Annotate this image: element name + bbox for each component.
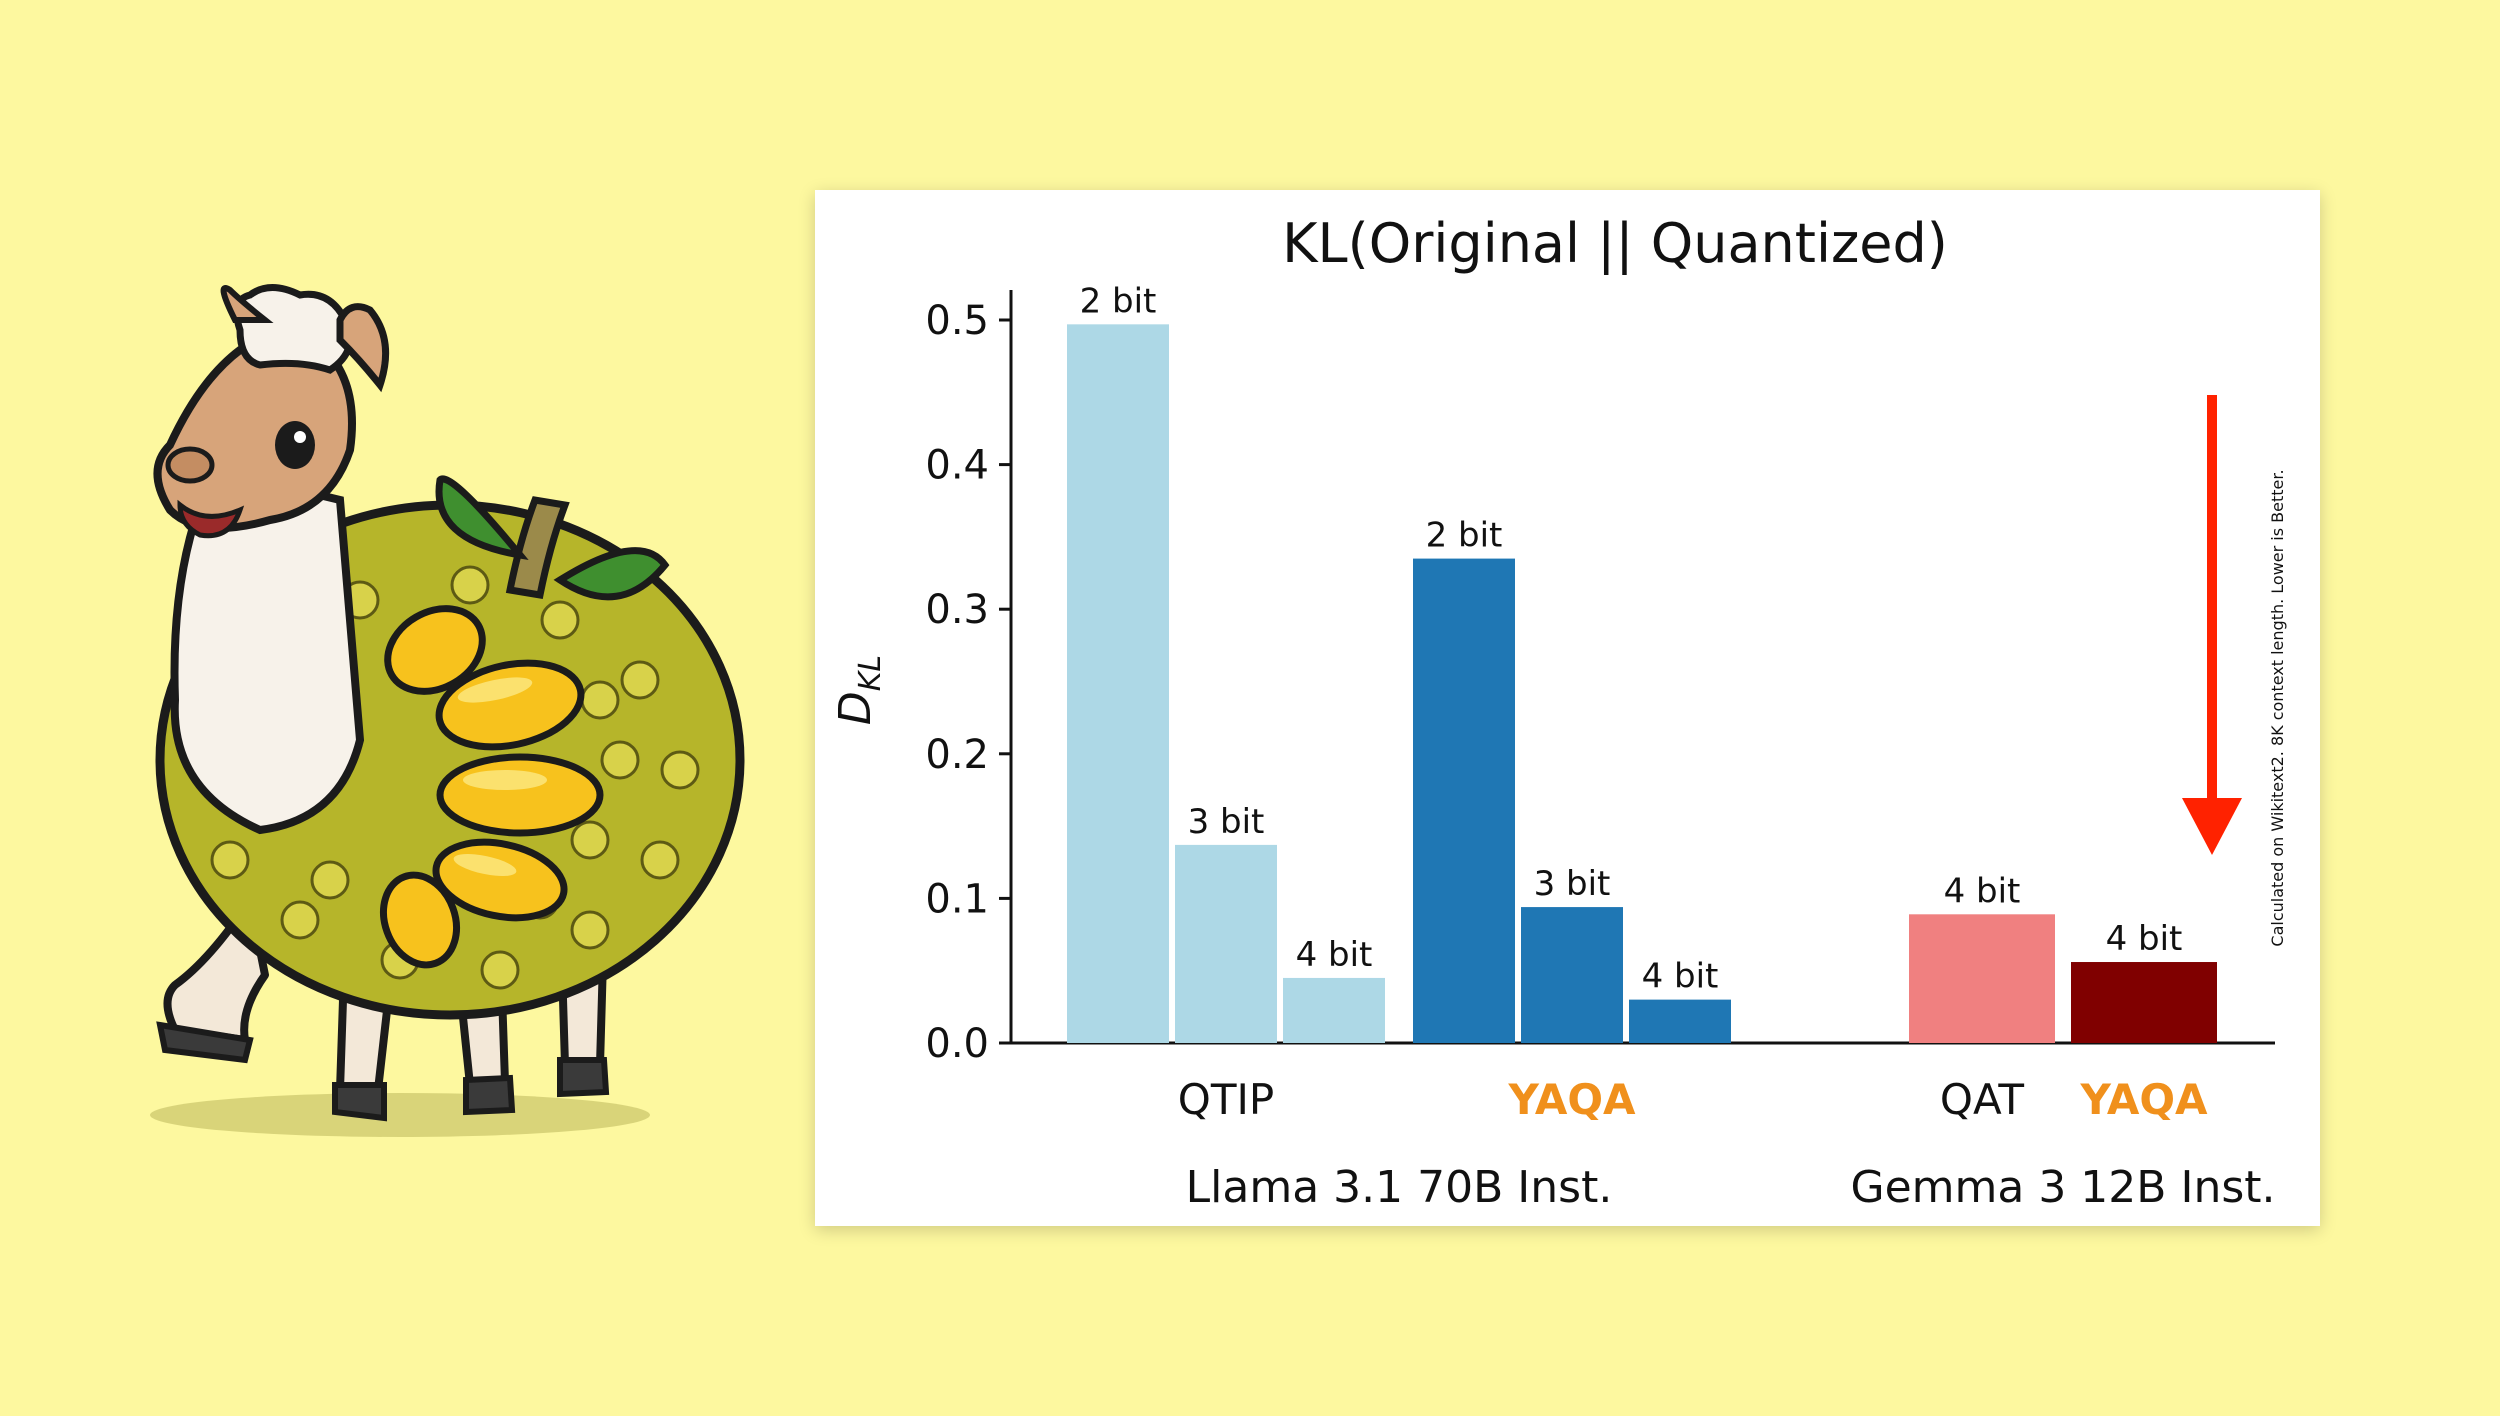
bar-qtip-3-bit bbox=[1175, 844, 1277, 1043]
bar-qtip-4-bit bbox=[1283, 977, 1385, 1043]
method-label-yaqa: YAQA bbox=[2079, 1075, 2208, 1124]
y-tick-label: 0.4 bbox=[925, 443, 989, 489]
bar-data-label: 3 bit bbox=[1534, 864, 1611, 904]
bar-qat-4-bit bbox=[1909, 914, 2055, 1043]
kl-divergence-bar-chart: KL(Original || Quantized) DKL Calculated… bbox=[830, 212, 2287, 1213]
method-label-qtip: QTIP bbox=[1178, 1075, 1274, 1124]
llama-jackfruit-mascot-icon bbox=[150, 284, 745, 1137]
y-tick-label: 0.1 bbox=[925, 876, 989, 922]
y-tick-label: 0.5 bbox=[925, 298, 989, 344]
bar-data-label: 4 bit bbox=[1944, 871, 2021, 911]
lower-is-better-arrow-icon bbox=[2182, 395, 2242, 855]
y-tick-label: 0.3 bbox=[925, 587, 989, 633]
method-label-qat: QAT bbox=[1940, 1075, 2025, 1124]
chart-title: KL(Original || Quantized) bbox=[1282, 212, 1948, 275]
y-axis-label-main: D bbox=[830, 691, 881, 725]
bar-data-label: 4 bit bbox=[1642, 957, 1719, 997]
bar-data-label: 2 bit bbox=[1080, 281, 1157, 321]
model-group-label: Llama 3.1 70B Inst. bbox=[1186, 1162, 1613, 1213]
bar-data-label: 4 bit bbox=[2106, 919, 2183, 959]
bar-yaqa-4-bit bbox=[2071, 962, 2217, 1043]
chart-note: Calculated on Wikitext2. 8K context leng… bbox=[2268, 469, 2287, 946]
bar-data-label: 4 bit bbox=[1296, 935, 1373, 975]
y-tick-label: 0.2 bbox=[925, 732, 989, 778]
bar-yaqa-2-bit bbox=[1413, 558, 1515, 1043]
y-axis-label-sub: KL bbox=[853, 655, 888, 691]
model-group-label: Gemma 3 12B Inst. bbox=[1850, 1162, 2275, 1213]
y-axis-label: DKL bbox=[830, 655, 888, 725]
bar-data-label: 3 bit bbox=[1188, 802, 1265, 842]
method-label-yaqa: YAQA bbox=[1507, 1075, 1636, 1124]
chart-card: KL(Original || Quantized) DKL Calculated… bbox=[815, 190, 2320, 1226]
bar-yaqa-3-bit bbox=[1521, 907, 1623, 1043]
svg-text:DKL: DKL bbox=[830, 655, 888, 725]
bar-qtip-2-bit bbox=[1067, 324, 1169, 1043]
bar-yaqa-4-bit bbox=[1629, 999, 1731, 1043]
bar-data-label: 2 bit bbox=[1426, 516, 1503, 556]
y-tick-label: 0.0 bbox=[925, 1021, 989, 1067]
